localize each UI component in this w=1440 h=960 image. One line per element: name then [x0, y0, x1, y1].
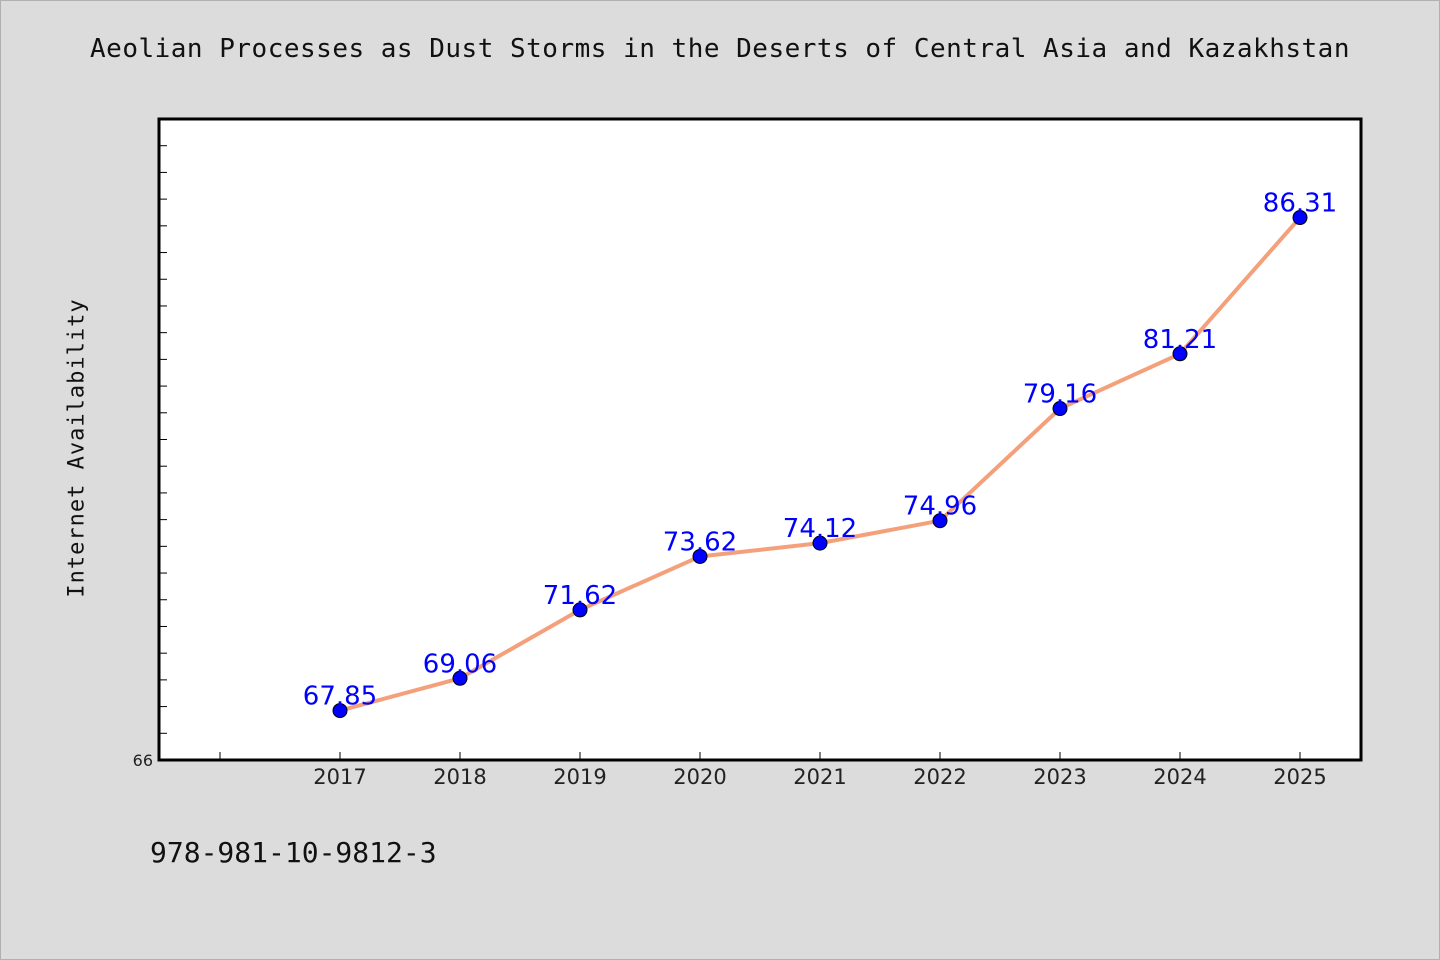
x-tick-label: 2023 [1033, 765, 1086, 789]
x-tick-label: 2024 [1153, 765, 1206, 789]
plot-area [157, 117, 1363, 762]
data-point [572, 602, 588, 618]
data-label: 79.16 [1023, 380, 1097, 410]
series-markers [332, 210, 1308, 719]
x-tick-label: 2025 [1273, 765, 1326, 789]
data-point [1172, 346, 1188, 362]
data-point [932, 513, 948, 529]
x-tick-label: 2021 [793, 765, 846, 789]
data-label: 86.31 [1263, 189, 1337, 219]
data-label: 81.21 [1143, 325, 1217, 355]
y-tick-label: 66 [133, 751, 153, 770]
data-labels: 67.85 69.06 71.62 73.62 74.12 74.96 79.16 81.21… [303, 189, 1337, 712]
data-point [812, 535, 828, 551]
isbn-code: 978-981-10-9812-3 [150, 836, 437, 869]
y-axis-ticks: 66 [133, 145, 167, 770]
x-tick-label: 2020 [673, 765, 726, 789]
chart-title: Aeolian Processes as Dust Storms in the … [90, 34, 1350, 64]
data-label: 71.62 [543, 581, 617, 611]
data-point [692, 548, 708, 564]
x-axis-ticks: 2017 2018 2019 2020 2021 2022 2023 2024 2025 [219, 752, 1327, 789]
x-tick-label: 2022 [913, 765, 966, 789]
data-label: 67.85 [303, 682, 377, 712]
data-point [1292, 210, 1308, 226]
data-label: 74.96 [903, 492, 977, 522]
data-point [332, 703, 348, 719]
data-point [1052, 401, 1068, 417]
x-tick-label: 2018 [433, 765, 486, 789]
data-label: 74.12 [783, 514, 857, 544]
data-label: 69.06 [423, 649, 497, 679]
data-point [452, 670, 468, 686]
x-tick-label: 2019 [553, 765, 606, 789]
data-label: 73.62 [663, 527, 737, 557]
x-tick-label: 2017 [313, 765, 366, 789]
